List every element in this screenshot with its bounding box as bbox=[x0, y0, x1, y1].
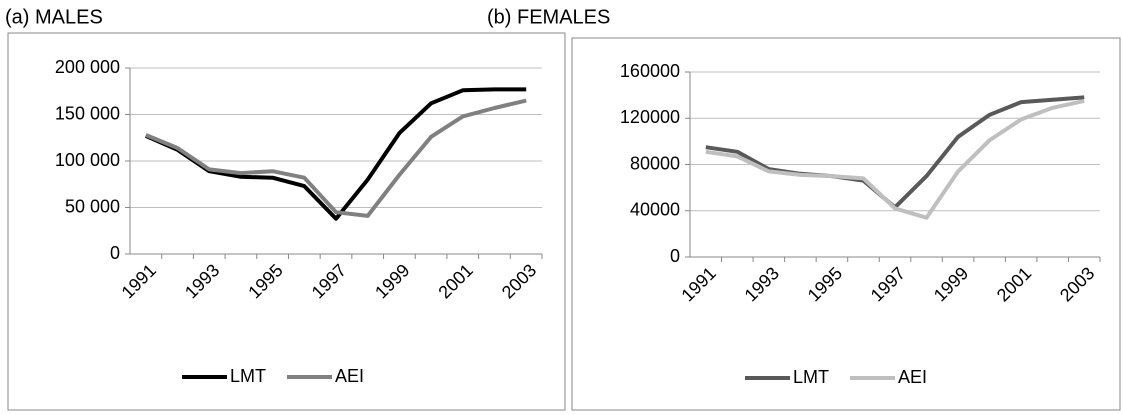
series-line bbox=[705, 98, 1085, 220]
y-tick-label: 0 bbox=[670, 246, 680, 266]
x-tick-label: 2001 bbox=[434, 260, 476, 302]
x-tick-label: 1995 bbox=[804, 263, 846, 305]
y-tick-label: 50 000 bbox=[65, 196, 120, 216]
x-tick-label: 1991 bbox=[677, 263, 719, 305]
x-tick-label: 1993 bbox=[741, 263, 783, 305]
series-line bbox=[705, 95, 1085, 210]
panel-title: (b) FEMALES bbox=[487, 6, 610, 28]
series-line bbox=[144, 87, 527, 221]
y-tick-label: 40000 bbox=[630, 200, 680, 220]
y-tick-label: 80000 bbox=[630, 153, 680, 173]
y-tick-label: 150 000 bbox=[55, 103, 120, 123]
x-tick-label: 1997 bbox=[867, 263, 909, 305]
legend-label: LMT bbox=[230, 366, 266, 386]
y-tick-label: 160000 bbox=[620, 61, 680, 81]
panel-frame bbox=[7, 32, 566, 411]
legend-label: AEI bbox=[898, 367, 927, 387]
legend-label: LMT bbox=[793, 367, 829, 387]
x-tick-label: 2001 bbox=[993, 263, 1035, 305]
panel-title: (a) MALES bbox=[5, 6, 103, 28]
x-tick-label: 1993 bbox=[181, 260, 223, 302]
y-tick-label: 120000 bbox=[620, 107, 680, 127]
x-tick-label: 1995 bbox=[244, 260, 286, 302]
x-tick-label: 1991 bbox=[118, 260, 160, 302]
legend-label: AEI bbox=[335, 366, 364, 386]
x-tick-label: 1999 bbox=[371, 260, 413, 302]
panel-frame bbox=[571, 37, 1121, 411]
y-tick-label: 0 bbox=[110, 243, 120, 263]
y-tick-label: 200 000 bbox=[55, 57, 120, 77]
x-tick-label: 2003 bbox=[498, 260, 540, 302]
y-tick-label: 100 000 bbox=[55, 150, 120, 170]
x-tick-label: 1997 bbox=[308, 260, 350, 302]
series-line bbox=[145, 98, 527, 218]
x-tick-label: 2003 bbox=[1056, 263, 1098, 305]
x-tick-label: 1999 bbox=[930, 263, 972, 305]
